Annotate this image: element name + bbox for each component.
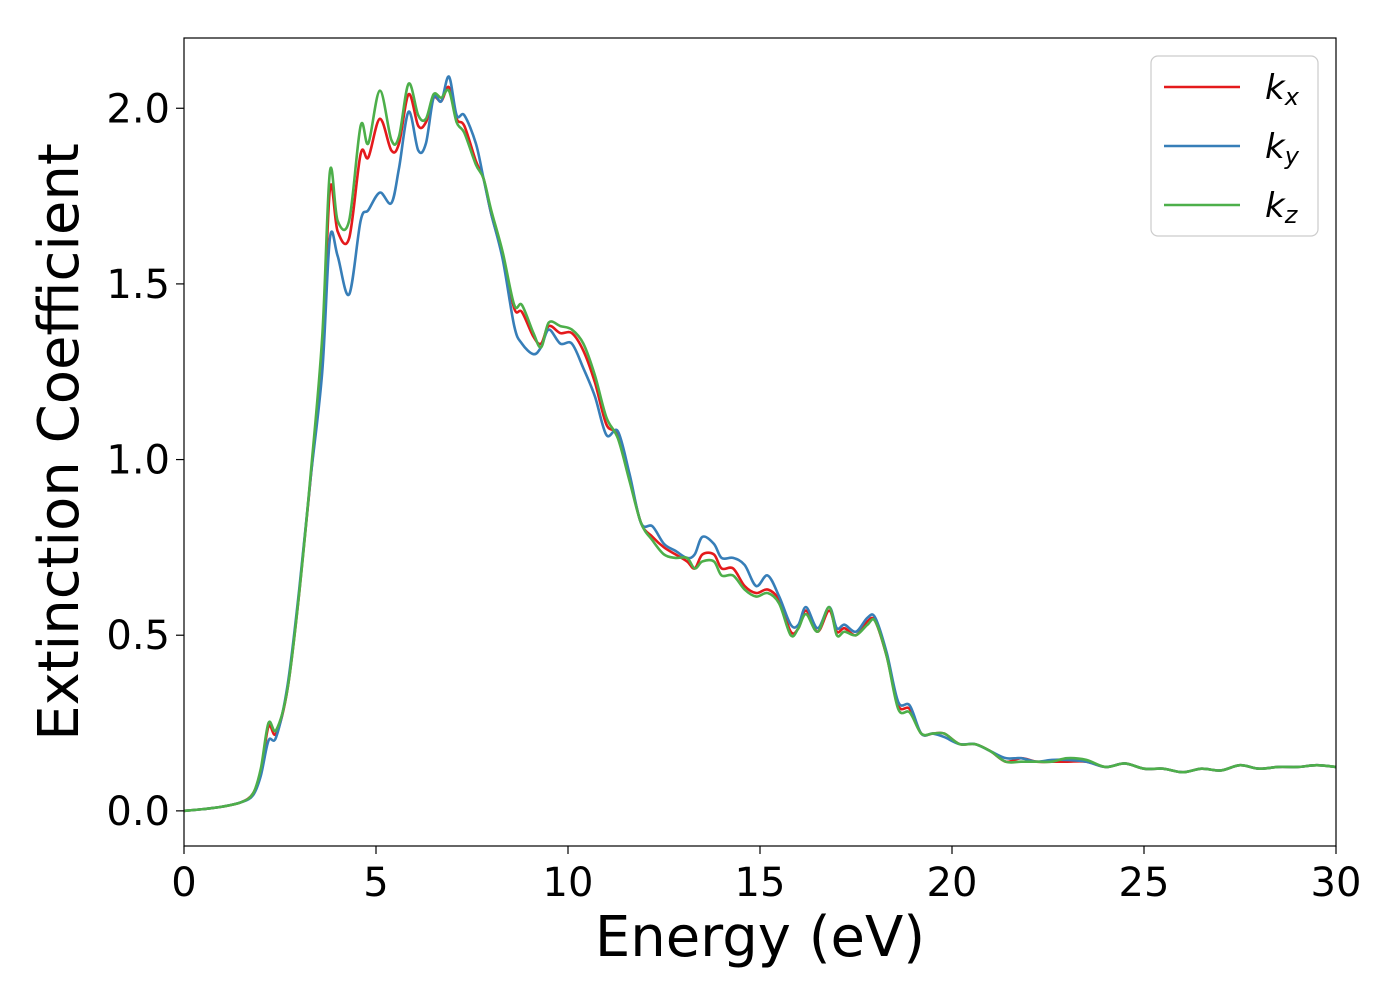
y-tick-label: 2.0 xyxy=(106,86,170,132)
x-tick-label: 25 xyxy=(1119,860,1170,906)
x-tick-label: 5 xyxy=(363,860,388,906)
x-tick-label: 15 xyxy=(735,860,786,906)
y-tick-label: 1.5 xyxy=(106,262,170,308)
y-tick-label: 1.0 xyxy=(106,438,170,484)
x-axis-ticks: 0 5 10 15 20 25 30 xyxy=(171,846,1361,906)
x-tick-label: 30 xyxy=(1311,860,1362,906)
y-tick-label: 0.5 xyxy=(106,613,170,659)
y-axis-ticks: 0.0 0.5 1.0 1.5 2.0 xyxy=(106,86,184,835)
series-line-k_z xyxy=(183,82,1337,813)
x-tick-label: 20 xyxy=(927,860,978,906)
x-tick-label: 10 xyxy=(543,860,594,906)
legend-label-k_x: kx xyxy=(1265,68,1300,111)
x-tick-label: 0 xyxy=(171,860,196,906)
series-layer xyxy=(183,75,1337,813)
legend-label-k_y: ky xyxy=(1265,127,1300,170)
y-axis-label: Extinction Coefficient xyxy=(27,143,92,741)
x-axis-label: Energy (eV) xyxy=(595,905,925,970)
y-tick-label: 0.0 xyxy=(106,789,170,835)
